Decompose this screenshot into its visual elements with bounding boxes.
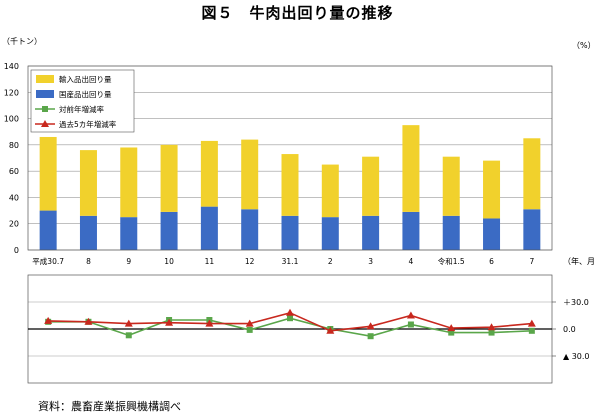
x-tick-label: 令和1.5: [438, 256, 465, 266]
bar-domestic: [523, 209, 541, 250]
point-yoy: [488, 329, 495, 336]
bar-domestic: [402, 211, 420, 250]
bar-domestic: [281, 215, 299, 250]
point-five-year: [84, 317, 93, 325]
point-five-year: [447, 324, 456, 332]
tick-labels: 0 20 40 60 80 100 120 140 （千トン） （%） 平成30.7 8 9 10 11 12…: [2, 36, 595, 361]
y-tick-label: 140: [4, 62, 19, 71]
bar-imported: [79, 150, 97, 216]
legend-marker-triangle: [41, 120, 49, 127]
bar-domestic: [200, 206, 218, 250]
bar-imported: [402, 125, 420, 212]
x-tick-label: 9: [126, 257, 131, 266]
bars: [39, 125, 541, 250]
x-tick-label: 7: [529, 257, 534, 266]
right-y-tick-label: 0.0: [563, 325, 576, 334]
bar-imported: [241, 139, 259, 210]
bar-domestic: [160, 211, 178, 250]
source-note: 資料：農畜産業振興機構調べ: [38, 400, 181, 413]
x-tick-label: 2: [328, 257, 333, 266]
x-tick-label: 10: [164, 257, 174, 266]
x-tick-label: 3: [368, 257, 373, 266]
bar-domestic: [483, 218, 501, 250]
bar-domestic: [442, 215, 460, 250]
point-yoy: [367, 333, 374, 340]
bar-domestic: [241, 209, 259, 250]
bar-imported: [160, 144, 178, 212]
y-axis-unit-right: （%）: [572, 41, 595, 50]
bar-domestic: [120, 217, 138, 250]
bar-imported: [321, 164, 339, 218]
bar-domestic: [321, 217, 339, 250]
legend-marker-square: [42, 106, 48, 112]
right-y-tick-label: ▲ 30.0: [563, 352, 590, 361]
point-five-year: [487, 323, 496, 331]
point-five-year: [205, 319, 214, 327]
point-five-year: [527, 319, 536, 327]
point-five-year: [326, 326, 335, 334]
x-tick-label: 平成30.7: [32, 256, 64, 266]
legend-label: 対前年増減率: [59, 104, 104, 114]
point-yoy: [528, 327, 535, 334]
legend-label: 過去5カ年増減率: [59, 119, 117, 129]
x-tick-label: 6: [489, 257, 494, 266]
bar-imported: [200, 140, 218, 207]
point-five-year: [124, 319, 133, 327]
plot-frame: [27, 65, 553, 251]
bar-domestic: [39, 210, 57, 250]
bar-imported: [523, 138, 541, 210]
bar-imported: [281, 154, 299, 216]
legend-label: 輸入品出回り量: [59, 74, 112, 84]
bar-domestic: [79, 215, 97, 250]
bar-imported: [120, 147, 138, 218]
bar-imported: [442, 156, 460, 216]
bar-imported: [39, 136, 57, 211]
x-tick-label: 4: [409, 257, 414, 266]
y-tick-label: 120: [4, 88, 19, 97]
bar-imported: [483, 160, 501, 219]
y-axis-unit-left: （千トン）: [2, 36, 42, 46]
bar-domestic: [362, 215, 380, 250]
legend-swatch: [36, 90, 54, 98]
point-five-year: [366, 322, 375, 330]
point-five-year: [286, 308, 294, 316]
x-tick-label: 8: [86, 257, 91, 266]
point-yoy: [287, 315, 293, 322]
point-five-year: [44, 316, 53, 324]
x-tick-label: 11: [205, 257, 215, 266]
x-tick-label: 12: [245, 257, 255, 266]
point-yoy: [407, 321, 414, 328]
y-tick-label: 0: [14, 246, 19, 255]
series-lines: [44, 308, 536, 340]
y-tick-label: 100: [4, 115, 19, 124]
bar-imported: [362, 156, 380, 216]
point-five-year: [165, 318, 174, 326]
legend-label: 国産品出回り量: [59, 89, 112, 99]
point-yoy: [246, 326, 253, 333]
y-tick-label: 60: [9, 167, 19, 176]
axes: [27, 65, 556, 384]
figure-title: 図５ 牛肉出回り量の推移: [201, 4, 394, 22]
y-tick-label: 20: [9, 220, 19, 229]
y-tick-label: 40: [9, 193, 19, 202]
legend-swatch: [36, 75, 54, 83]
point-yoy: [125, 332, 132, 339]
point-five-year: [406, 311, 415, 319]
point-five-year: [245, 319, 254, 327]
x-axis-unit: （年、月）: [563, 256, 595, 266]
point-yoy: [448, 329, 455, 336]
right-y-tick-label: ＋30.0: [563, 298, 589, 307]
y-tick-label: 80: [9, 141, 19, 150]
x-tick-label: 31.1: [282, 257, 299, 266]
